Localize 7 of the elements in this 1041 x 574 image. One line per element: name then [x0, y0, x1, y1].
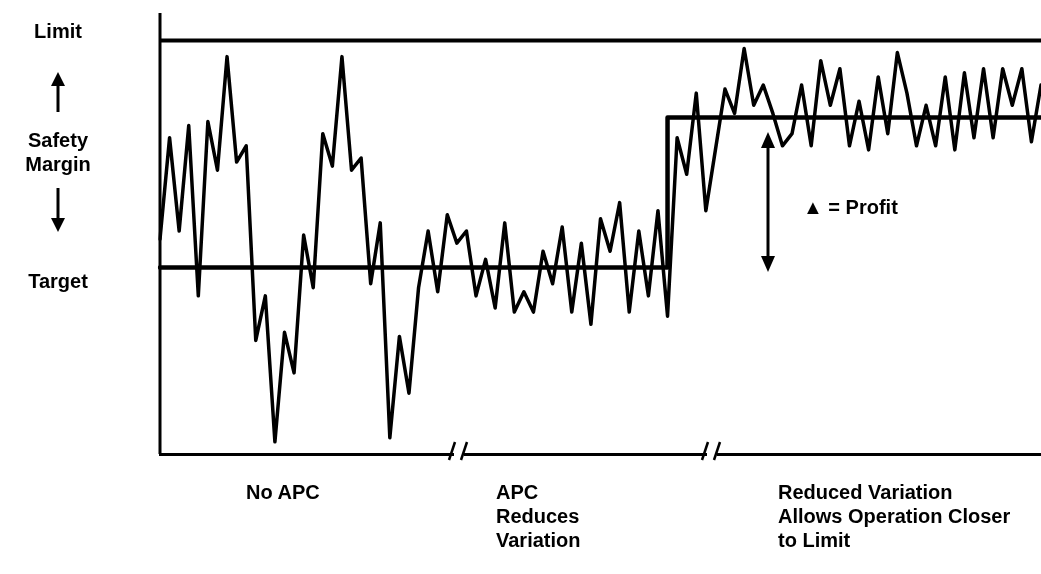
ref-line-label: Limit: [34, 19, 83, 42]
text: Safety Margin: [24, 128, 92, 176]
text: Reduced Variation Allows Operation Closer to Limit: [778, 480, 1012, 552]
text: No APC: [246, 480, 321, 504]
text: APC Reduces Variation: [496, 480, 582, 552]
text: Target: [28, 269, 89, 292]
annotation: ▲ = Profit: [803, 195, 899, 218]
